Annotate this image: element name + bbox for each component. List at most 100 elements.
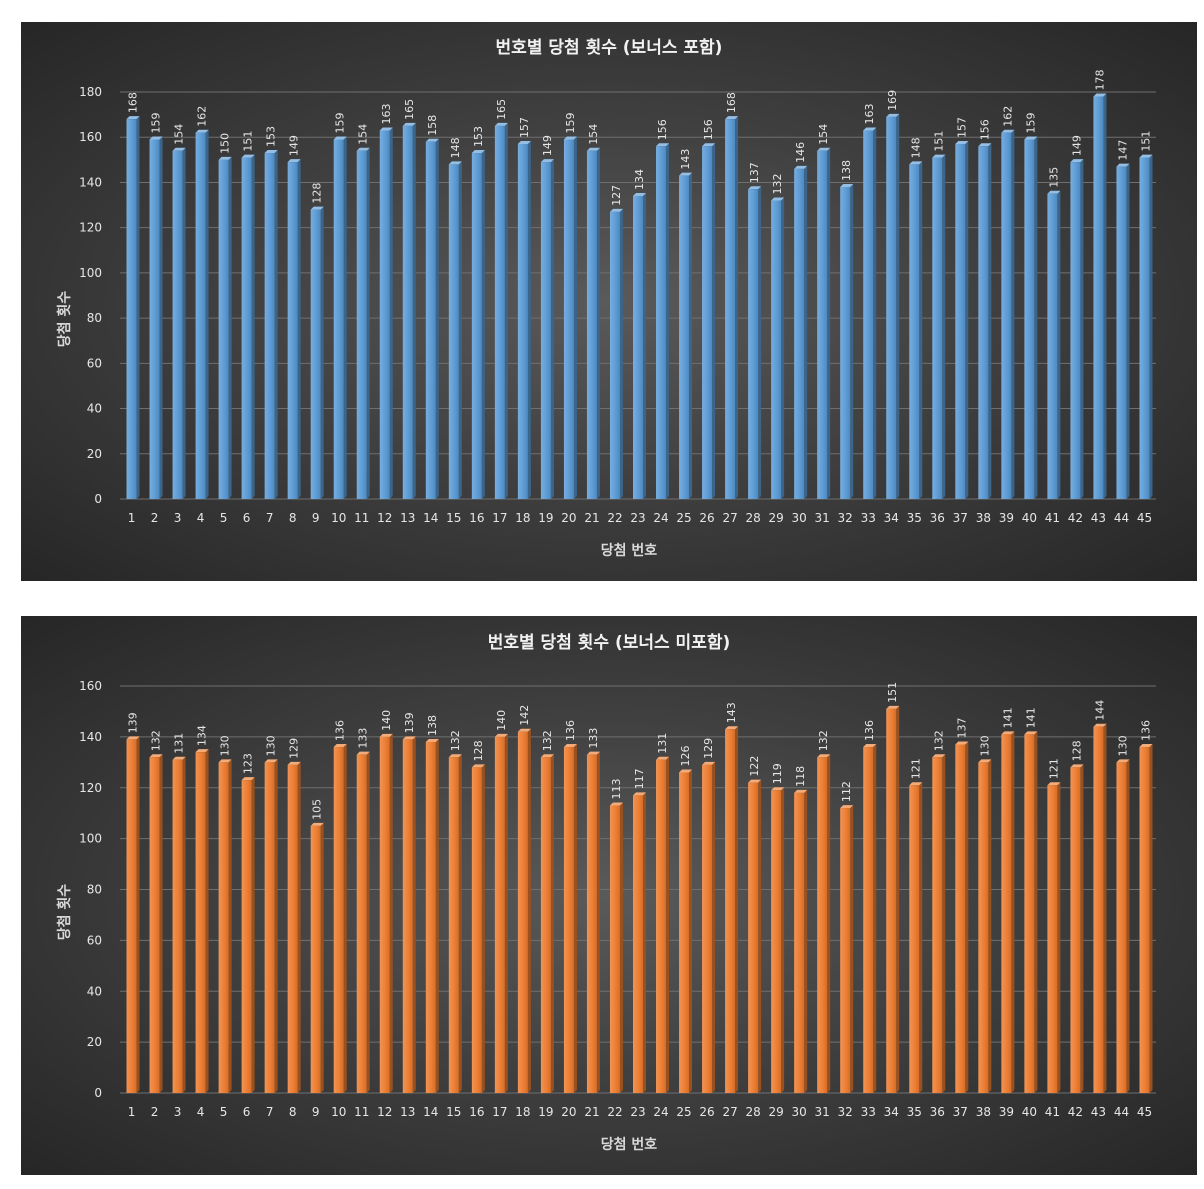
x-tick-label: 13: [400, 511, 415, 525]
data-label: 131: [173, 733, 186, 754]
bar: [1070, 159, 1084, 499]
x-tick-label: 39: [999, 511, 1014, 525]
bar: [1024, 136, 1038, 499]
bar: [540, 754, 554, 1093]
x-tick-label: 7: [266, 1105, 274, 1119]
bar: [1093, 93, 1107, 500]
x-tick-label: 30: [792, 511, 807, 525]
data-label: 165: [403, 99, 416, 120]
data-label: 141: [1024, 707, 1037, 728]
x-tick-label: 10: [331, 1105, 346, 1119]
x-tick-label: 26: [699, 511, 714, 525]
data-label: 162: [196, 106, 209, 127]
x-tick-label: 25: [676, 1105, 691, 1119]
data-label: 132: [541, 730, 554, 751]
bar: [1116, 163, 1130, 499]
y-tick-label: 80: [87, 311, 102, 325]
data-label: 147: [1116, 140, 1129, 161]
x-tick-label: 1: [128, 511, 136, 525]
bar: [471, 764, 485, 1093]
bar: [656, 143, 670, 499]
x-tick-label: 31: [815, 1105, 830, 1119]
bar: [955, 741, 969, 1093]
x-tick-label: 12: [377, 511, 392, 525]
data-label: 148: [909, 137, 922, 158]
data-label: 132: [150, 730, 163, 751]
bar: [425, 138, 439, 499]
y-tick-label: 180: [79, 85, 102, 99]
bar: [218, 156, 232, 500]
data-label: 121: [909, 758, 922, 779]
data-label: 169: [886, 90, 899, 111]
data-label: 149: [288, 135, 301, 156]
bar: [195, 749, 209, 1093]
x-tick-labels: 1 2 3 4 5 6 7 8 9 10 11 12 13 14 15 16 17 18 19 20 21 22 23 24 2…: [128, 511, 1152, 525]
y-tick-label: 120: [79, 221, 102, 235]
bar: [287, 761, 301, 1093]
bar: [356, 751, 370, 1093]
bars: [126, 93, 1153, 500]
bar: [448, 754, 462, 1093]
y-tick-label: 20: [87, 447, 102, 461]
x-tick-label: 29: [768, 511, 783, 525]
data-label: 159: [1024, 112, 1037, 133]
data-label: 156: [978, 119, 991, 140]
data-label: 127: [610, 185, 623, 206]
x-tick-label: 3: [174, 1105, 182, 1119]
bar: [932, 154, 946, 500]
bars: [126, 705, 1153, 1093]
bar: [563, 744, 577, 1093]
bar: [1116, 759, 1130, 1093]
data-label: 130: [978, 735, 991, 756]
bar: [540, 159, 554, 499]
bar: [448, 161, 462, 499]
bar: [909, 782, 923, 1093]
data-label: 162: [1001, 106, 1014, 127]
x-tick-label: 32: [838, 1105, 853, 1119]
x-tick-label: 40: [1022, 1105, 1037, 1119]
x-tick-label: 4: [197, 511, 205, 525]
data-label: 136: [1139, 720, 1152, 741]
x-tick-label: 36: [930, 1105, 945, 1119]
x-tick-label: 28: [745, 511, 760, 525]
bar: [725, 116, 739, 499]
data-label: 117: [633, 768, 646, 789]
x-tick-label: 7: [266, 511, 274, 525]
data-label: 132: [449, 730, 462, 751]
data-label: 113: [610, 779, 623, 800]
bar: [633, 193, 646, 499]
x-tick-label: 44: [1114, 1105, 1129, 1119]
x-tick-label: 5: [220, 1105, 228, 1119]
x-tick-label: 9: [312, 1105, 320, 1119]
data-label: 139: [403, 712, 416, 733]
bar: [886, 113, 900, 499]
data-label: 133: [357, 728, 370, 749]
x-tick-label: 16: [469, 511, 484, 525]
chart-panel-with-bonus: 번호별 당첨 횟수 (보너스 포함) 0 20 40 60 80 100 120 140 160…: [21, 22, 1197, 581]
bar: [1070, 764, 1084, 1093]
x-tick-label: 6: [243, 511, 251, 525]
x-tick-label: 14: [423, 511, 438, 525]
data-label: 168: [127, 92, 140, 113]
bar: [955, 141, 969, 499]
x-tick-label: 34: [884, 1105, 899, 1119]
x-tick-label: 4: [197, 1105, 205, 1119]
bar: [241, 154, 255, 500]
bar: [679, 769, 693, 1093]
data-label: 136: [564, 720, 577, 741]
data-label: 151: [886, 682, 899, 703]
x-tick-label: 37: [953, 511, 968, 525]
x-tick-label: 39: [999, 1105, 1014, 1119]
data-label: 122: [748, 756, 761, 777]
x-tick-label: 1: [128, 1105, 136, 1119]
x-tick-label: 29: [768, 1105, 783, 1119]
x-tick-label: 22: [607, 1105, 622, 1119]
data-label: 119: [771, 763, 784, 784]
x-tick-label: 25: [676, 511, 691, 525]
bar: [356, 147, 370, 500]
data-label: 157: [955, 117, 968, 138]
bar: [471, 150, 485, 500]
y-tick-label: 20: [87, 1035, 102, 1049]
bar: [494, 122, 508, 500]
data-label: 139: [127, 712, 140, 733]
